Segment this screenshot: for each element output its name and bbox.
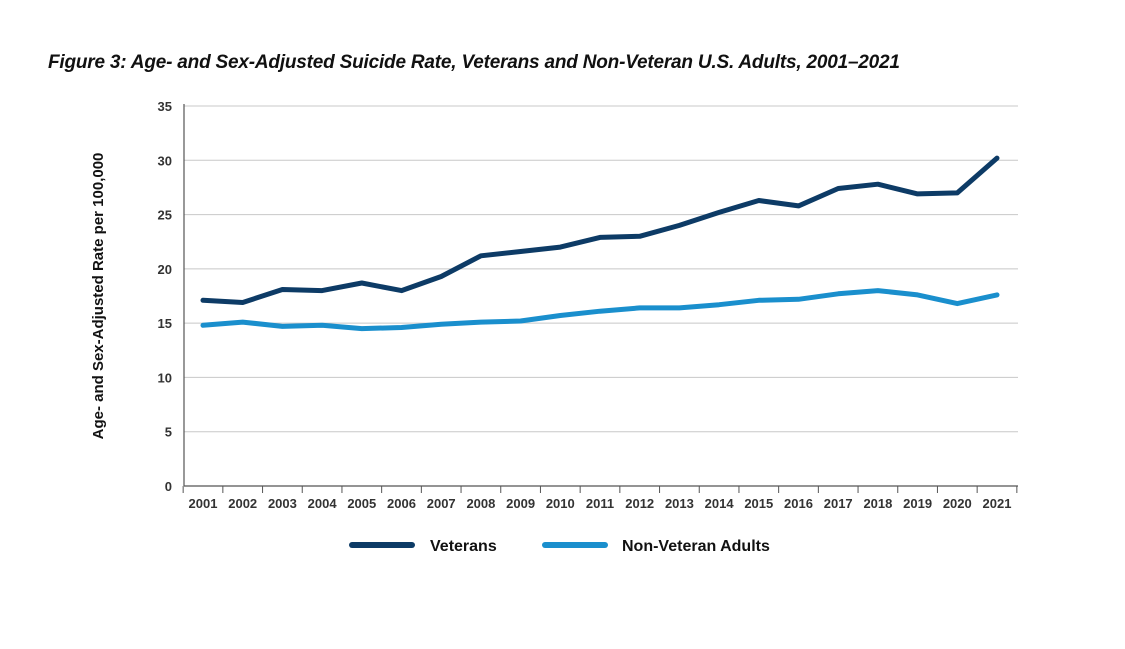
y-tick-label: 15 [158, 316, 172, 331]
y-tick-label: 0 [165, 479, 172, 494]
axes: 0 5 10 15 20 25 30 35 2001 2002 2003 2004 2005 2006 20… [158, 99, 1018, 511]
x-tick-label: 2008 [466, 496, 495, 511]
x-tick-label: 2016 [784, 496, 813, 511]
y-tick-label: 25 [158, 208, 172, 223]
series-lines [200, 155, 1000, 332]
x-tick-label: 2003 [268, 496, 297, 511]
x-tick-label: 2006 [387, 496, 416, 511]
legend-label: Veterans [430, 538, 497, 555]
series-line-non-veteran-adults [200, 288, 1000, 332]
y-tick-label: 10 [158, 370, 172, 385]
x-tick-label: 2015 [744, 496, 773, 511]
y-tick-label: 20 [158, 262, 172, 277]
x-tick-label: 2012 [625, 496, 654, 511]
y-tick-label: 35 [158, 99, 172, 114]
gridlines [184, 105, 1018, 433]
x-tick-label: 2011 [586, 496, 614, 511]
x-tick-label: 2004 [308, 496, 338, 511]
x-tick-label: 2017 [824, 496, 853, 511]
x-tick-label: 2013 [665, 496, 694, 511]
x-tick-label: 2010 [546, 496, 575, 511]
x-tick-label: 2019 [903, 496, 932, 511]
x-tick-label: 2009 [506, 496, 535, 511]
x-tick-label: 2021 [983, 496, 1012, 511]
series-line-veterans [200, 155, 1000, 305]
x-tick-label: 2020 [943, 496, 972, 511]
x-tick-label: 2007 [427, 496, 456, 511]
legend: Veterans Non-Veteran Adults [349, 538, 770, 555]
x-tick-label: 2001 [189, 496, 218, 511]
x-tick-label: 2002 [228, 496, 257, 511]
x-tick-label: 2018 [863, 496, 892, 511]
x-tick-label: 2005 [347, 496, 376, 511]
x-tick-label: 2014 [705, 496, 735, 511]
y-axis-label: Age- and Sex-Adjusted Rate per 100,000 [90, 153, 107, 440]
chart-title: Figure 3: Age- and Sex-Adjusted Suicide … [48, 52, 900, 73]
y-tick-label: 5 [165, 425, 172, 440]
y-tick-label: 30 [158, 153, 172, 168]
legend-label: Non-Veteran Adults [622, 538, 770, 555]
